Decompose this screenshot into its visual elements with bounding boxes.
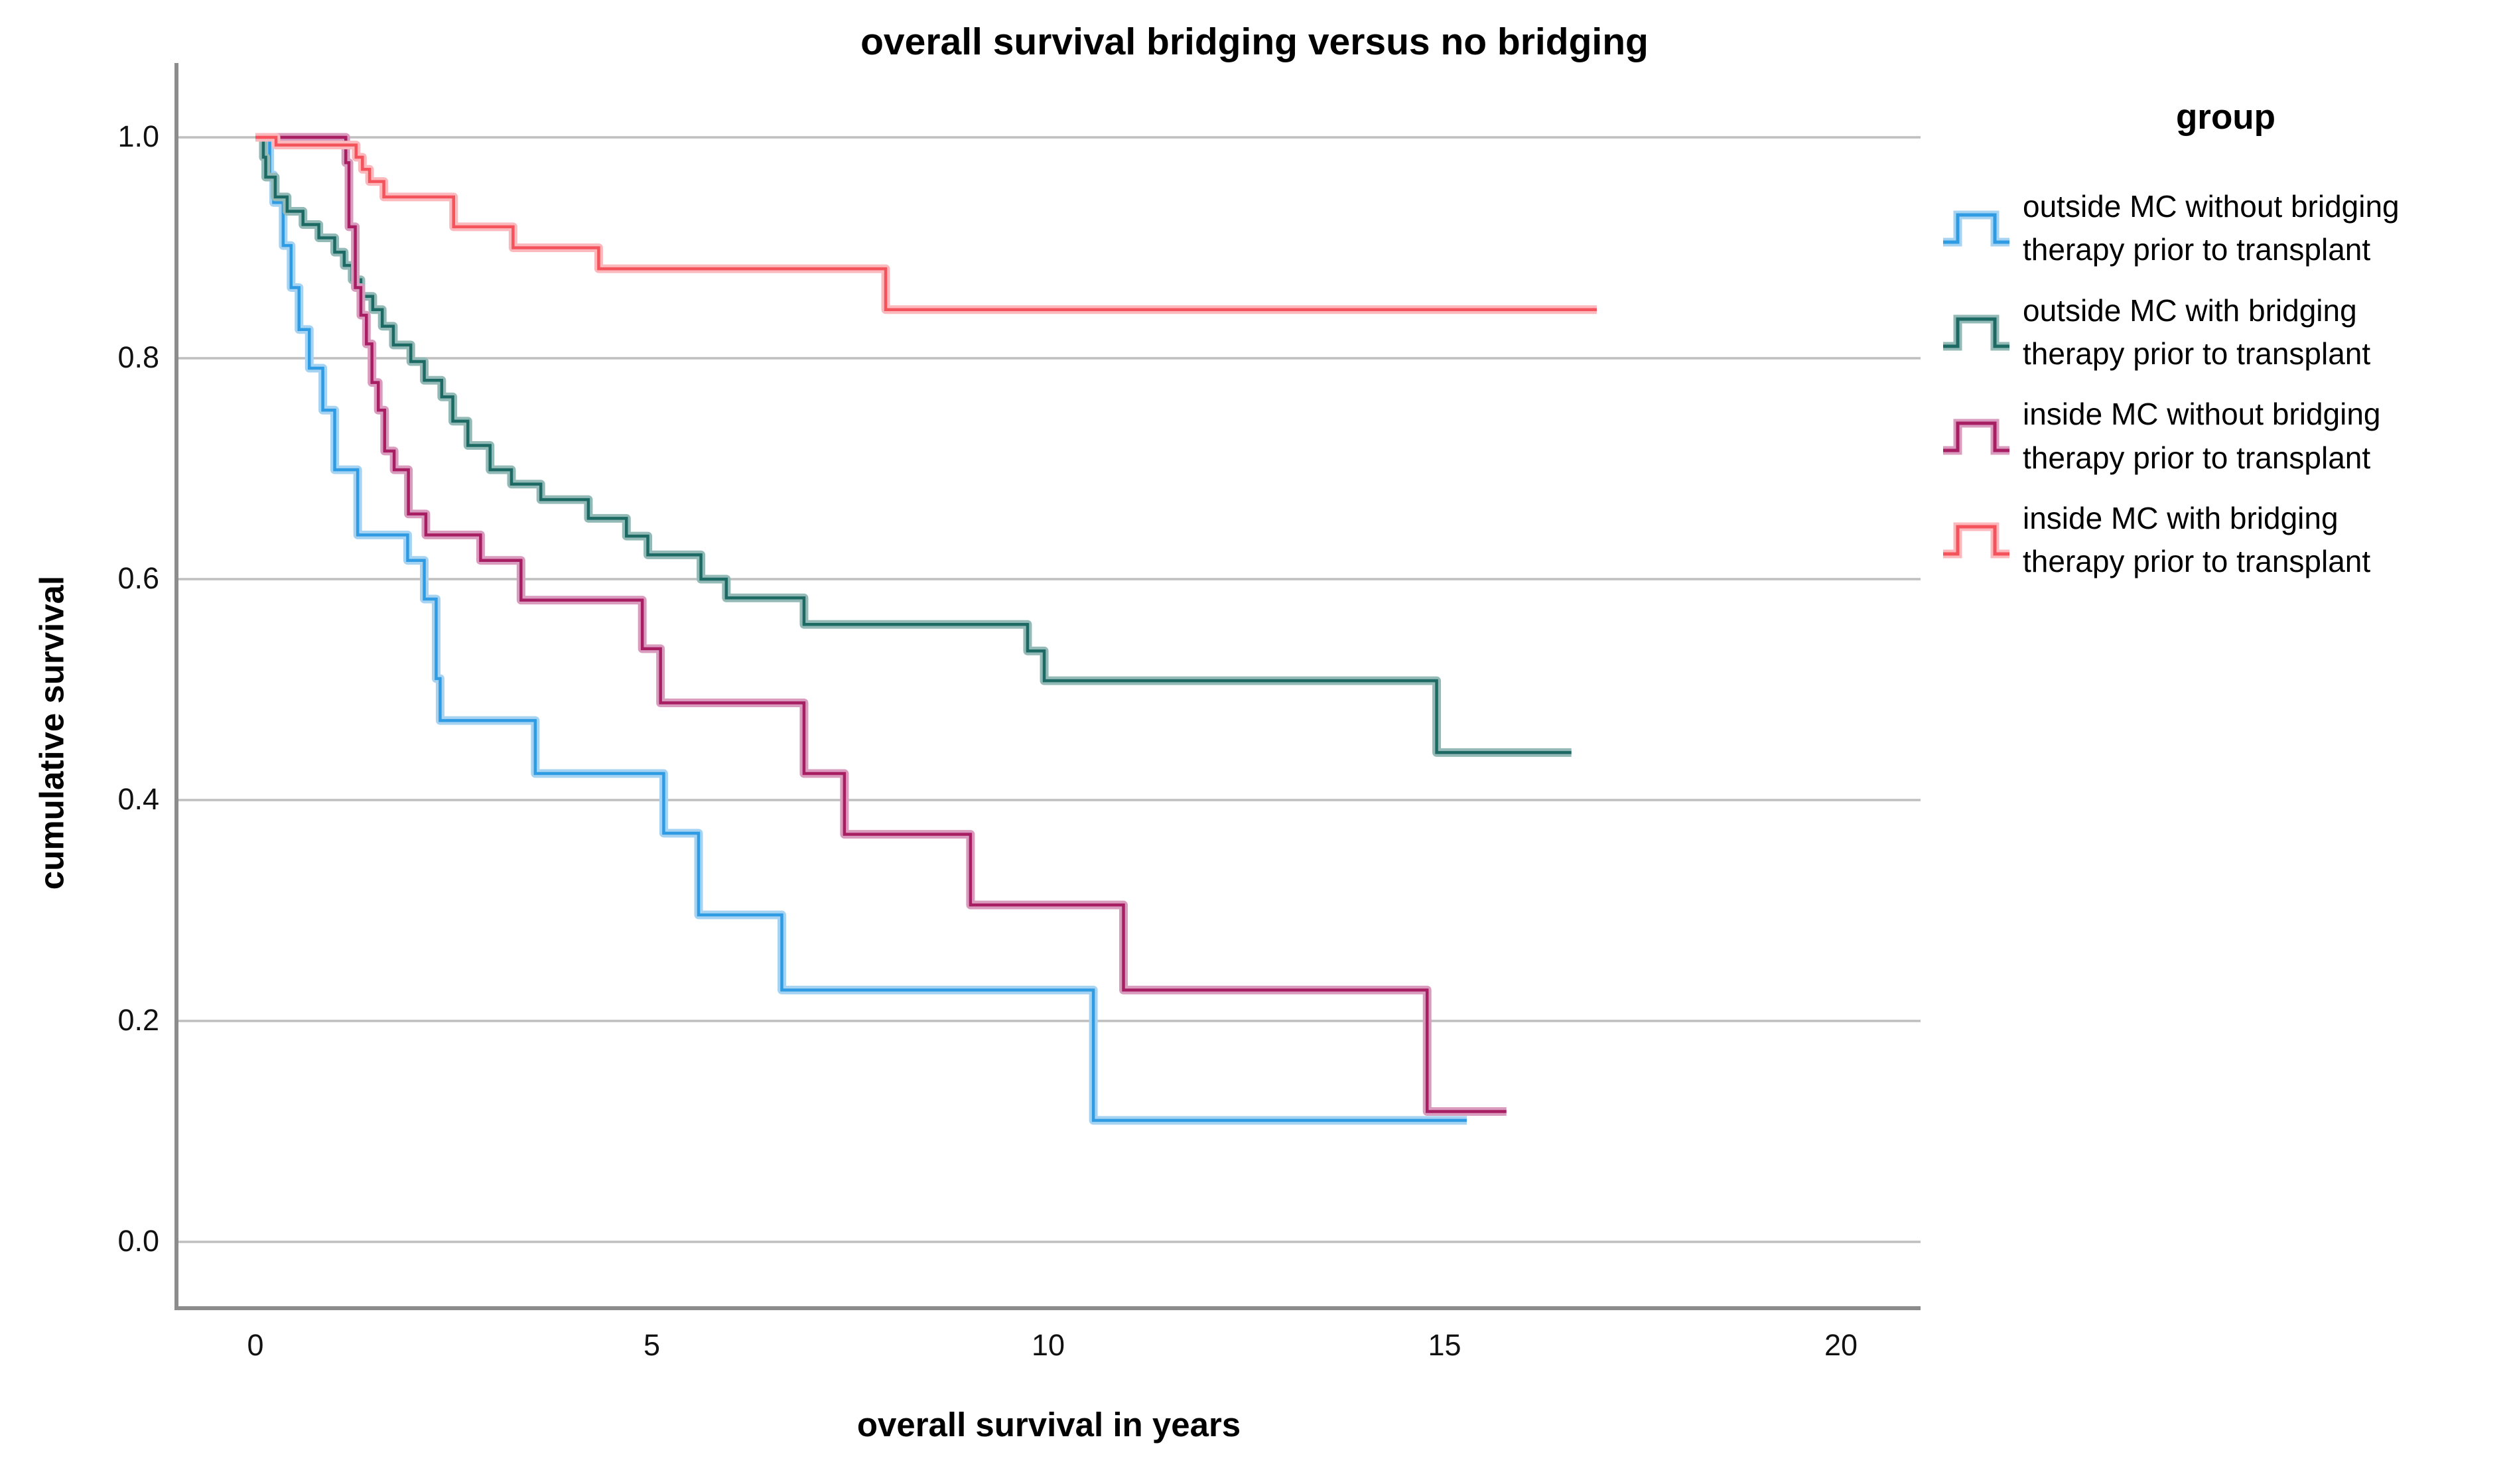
x-tick-label: 20 [1824,1328,1858,1362]
survival-curve [255,135,1467,1122]
legend-step-line-icon [1943,522,2009,559]
legend-label: inside MC with bridging therapy prior to … [2023,500,2371,579]
y-tick-label: 0.4 [117,782,159,816]
y-axis-title: cumulative survival [33,575,71,890]
y-tick-label: 0.6 [117,561,159,595]
legend-step-line-icon [1943,210,2009,247]
survival-curve-halo [255,133,1597,314]
x-axis-title: overall survival in years [856,1406,1241,1444]
y-tick-label: 0.8 [117,340,159,374]
x-tick-label: 5 [643,1328,661,1362]
legend-label: inside MC without bridging therapy prior … [2023,397,2381,475]
chart-title: overall survival bridging versus no brid… [860,21,1649,63]
legend-entries: outside MC without bridging therapy prior… [1940,185,2509,584]
legend: group outside MC without bridging therapy… [1940,97,2509,601]
legend-label: outside MC with bridging therapy prior to… [2023,293,2371,371]
y-tick-label: 0.2 [117,1003,159,1037]
legend-title: group [2175,98,2276,137]
legend-entry: outside MC with bridging therapy prior to… [1940,289,2509,376]
legend-step-line-icon [1943,314,2009,351]
legend-entry: inside MC without bridging therapy prior … [1940,393,2509,480]
x-tick-label: 15 [1428,1328,1461,1362]
y-tick-label: 1.0 [117,119,159,153]
legend-step-line-icon [1943,419,2009,455]
legend-label: outside MC without bridging therapy prior… [2023,189,2400,267]
x-tick-label: 10 [1031,1328,1065,1362]
survival-curve [255,135,1507,1113]
survival-curve [255,135,1597,311]
legend-entry: outside MC without bridging therapy prior… [1940,185,2509,272]
y-tick-label: 0.0 [117,1224,159,1258]
survival-curve [255,135,1572,754]
x-tick-label: 0 [247,1328,264,1362]
legend-entry: inside MC with bridging therapy prior to … [1940,497,2509,584]
